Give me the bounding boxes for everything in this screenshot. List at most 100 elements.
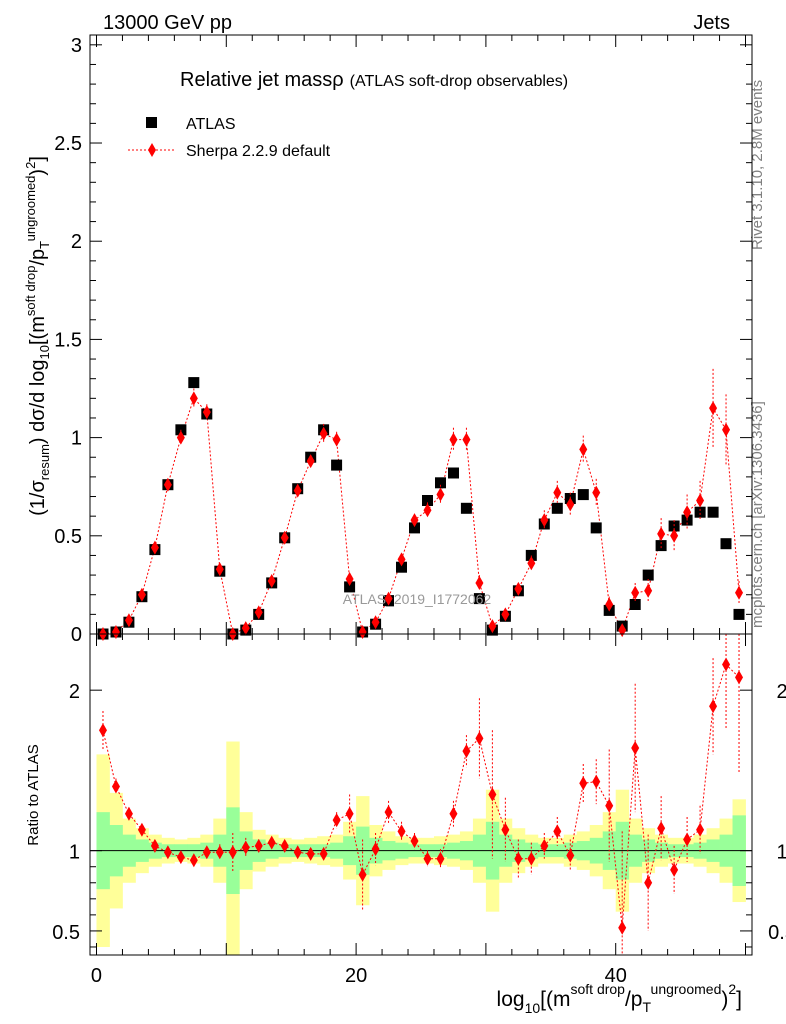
ratio-point bbox=[319, 846, 328, 861]
ratio-point bbox=[657, 821, 666, 836]
sherpa-point bbox=[735, 585, 744, 600]
top-axes: 0 0.5 1 1.5 2 2.5 3 bbox=[54, 34, 753, 646]
ratio-point bbox=[332, 813, 341, 828]
sherpa-point bbox=[566, 497, 575, 512]
ratio-point bbox=[735, 670, 744, 685]
ratio-point bbox=[514, 851, 523, 866]
legend: ATLAS Sherpa 2.2.9 default bbox=[128, 116, 331, 160]
sherpa-point bbox=[657, 526, 666, 541]
ratio-point bbox=[592, 774, 601, 789]
y-tick-label: 1.5 bbox=[54, 329, 82, 351]
ratio-point bbox=[293, 845, 302, 860]
y-tick-label: 0.5 bbox=[54, 526, 82, 548]
ratio-point bbox=[98, 723, 107, 738]
ratio-point bbox=[163, 845, 172, 860]
ratio-point bbox=[137, 822, 146, 837]
ratio-point bbox=[111, 779, 120, 794]
legend-atlas-marker bbox=[146, 117, 157, 128]
y-tick-label: 3 bbox=[71, 35, 82, 57]
sherpa-point bbox=[345, 572, 354, 587]
ratio-y-tick-label: 1 bbox=[69, 842, 80, 864]
ratio-point bbox=[553, 824, 562, 839]
atlas-point bbox=[577, 489, 589, 501]
sherpa-point bbox=[137, 587, 146, 602]
ratio-point bbox=[722, 657, 731, 672]
ratio-frame bbox=[89, 633, 753, 956]
sherpa-point bbox=[579, 442, 588, 457]
ratio-point bbox=[566, 848, 575, 863]
legend-atlas-label: ATLAS bbox=[186, 116, 236, 133]
sherpa-point bbox=[462, 432, 471, 447]
header-right: Jets bbox=[693, 12, 730, 34]
sherpa-point bbox=[202, 405, 211, 420]
ratio-point bbox=[280, 838, 289, 853]
atlas-point bbox=[460, 502, 472, 514]
ratio-point bbox=[644, 875, 653, 890]
sherpa-point bbox=[514, 581, 523, 596]
atlas-point bbox=[694, 506, 706, 518]
sherpa-point bbox=[592, 485, 601, 500]
ratio-axes: 0.50.5112202040 bbox=[52, 633, 786, 987]
ratio-point bbox=[631, 740, 640, 755]
sherpa-point bbox=[423, 503, 432, 518]
sherpa-point bbox=[436, 487, 445, 502]
atlas-point bbox=[409, 522, 420, 534]
atlas-point bbox=[422, 495, 433, 506]
atlas-point bbox=[396, 561, 407, 573]
legend-sherpa-label: Sherpa 2.2.9 default bbox=[186, 143, 331, 160]
sherpa-point bbox=[254, 605, 263, 620]
sherpa-point bbox=[319, 426, 328, 441]
atlas-point bbox=[525, 549, 537, 561]
sherpa-point bbox=[670, 528, 679, 543]
sherpa-point bbox=[280, 530, 289, 545]
atlas-point bbox=[642, 569, 654, 581]
ratio-point bbox=[488, 787, 497, 802]
ratio-point bbox=[579, 776, 588, 791]
top-panel: 0 0.5 1 1.5 2 2.5 3 bbox=[54, 34, 753, 646]
sherpa-point bbox=[371, 615, 380, 630]
sherpa-point bbox=[449, 432, 458, 447]
sherpa-point bbox=[683, 505, 692, 520]
sherpa-point bbox=[189, 391, 198, 406]
y-tick-label: 0 bbox=[71, 624, 82, 646]
sherpa-point bbox=[332, 432, 341, 447]
sherpa-point bbox=[150, 540, 159, 555]
atlas-point bbox=[188, 377, 200, 389]
sherpa-point bbox=[358, 625, 367, 640]
ratio-y-tick-label: 0.5 bbox=[52, 922, 80, 944]
ratio-point bbox=[215, 845, 224, 860]
ratio-point bbox=[345, 806, 354, 821]
sherpa-point bbox=[527, 556, 536, 571]
atlas-point bbox=[629, 599, 641, 610]
x-tick-label: 0 bbox=[91, 965, 102, 987]
ratio-point bbox=[709, 699, 718, 714]
ratio-line bbox=[102, 663, 740, 928]
ratio-point bbox=[501, 822, 510, 837]
atlas-point bbox=[344, 581, 356, 593]
y-axis-title: (1/σresum) dσ/d log10[(msoft drop/pTungr… bbox=[23, 156, 52, 516]
chart-title-main: Relative jet massρ bbox=[180, 69, 344, 91]
ratio-point bbox=[124, 806, 133, 821]
ratio-point bbox=[683, 832, 692, 847]
sherpa-point bbox=[644, 583, 653, 598]
sherpa-point bbox=[722, 422, 731, 437]
ratio-point bbox=[696, 822, 705, 837]
ratio-point bbox=[670, 862, 679, 877]
x-tick-label: 40 bbox=[605, 965, 627, 987]
ratio-y-tick-label: 2 bbox=[69, 681, 80, 703]
sherpa-point bbox=[475, 575, 484, 590]
atlas-point bbox=[733, 608, 745, 620]
ratio-panel: 0.50.5112202040 bbox=[52, 633, 786, 987]
header-left: 13000 GeV pp bbox=[103, 12, 232, 34]
y-tick-label: 2 bbox=[71, 231, 82, 253]
ratio-y-tick-label-right: 2 bbox=[776, 681, 786, 703]
ratio-point bbox=[410, 834, 419, 849]
ratio-point bbox=[150, 838, 159, 853]
atlas-point bbox=[707, 506, 719, 518]
ratio-point bbox=[436, 851, 445, 866]
sherpa-point bbox=[410, 513, 419, 528]
ratio-point bbox=[241, 840, 250, 855]
ratio-point bbox=[176, 850, 185, 865]
chart-subtitle: (ATLAS soft-drop observables) bbox=[350, 73, 568, 90]
sherpa-point bbox=[501, 607, 510, 622]
